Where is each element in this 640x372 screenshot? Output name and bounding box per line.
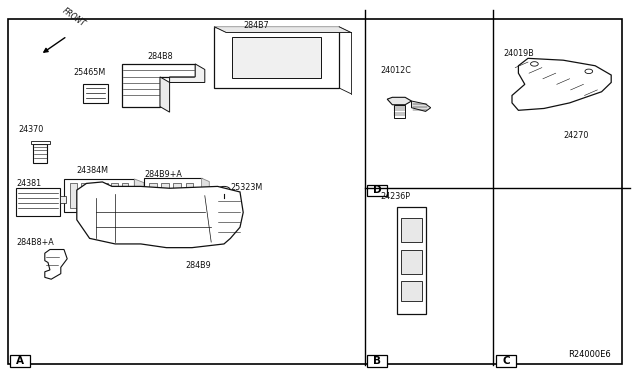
Bar xyxy=(10,355,30,367)
Bar xyxy=(16,188,60,216)
Polygon shape xyxy=(214,27,351,32)
Bar xyxy=(367,355,387,367)
Text: C: C xyxy=(502,356,510,366)
Text: A: A xyxy=(16,356,24,366)
Bar xyxy=(31,141,50,144)
Bar xyxy=(111,183,118,208)
Circle shape xyxy=(218,186,230,194)
Circle shape xyxy=(585,69,593,74)
Text: 25465M: 25465M xyxy=(74,68,106,77)
Text: 284B9+A: 284B9+A xyxy=(144,170,182,179)
Text: FRONT: FRONT xyxy=(61,6,87,29)
Text: 24370: 24370 xyxy=(18,125,43,134)
Bar xyxy=(60,196,66,203)
Bar xyxy=(33,144,47,163)
Polygon shape xyxy=(170,64,205,83)
Polygon shape xyxy=(45,250,67,279)
Text: 24012C: 24012C xyxy=(381,66,412,75)
Polygon shape xyxy=(412,101,431,112)
Bar xyxy=(401,250,422,274)
Bar xyxy=(91,183,97,208)
Bar xyxy=(397,207,426,314)
Bar xyxy=(101,183,108,208)
Polygon shape xyxy=(134,179,144,216)
Text: 284B8: 284B8 xyxy=(147,52,173,61)
Bar xyxy=(144,178,202,211)
Text: 284B9: 284B9 xyxy=(186,261,211,270)
Text: 24019B: 24019B xyxy=(504,49,534,58)
Circle shape xyxy=(531,62,538,66)
Polygon shape xyxy=(202,178,209,214)
Polygon shape xyxy=(122,64,195,107)
Bar xyxy=(122,183,128,208)
Bar xyxy=(232,37,321,78)
Bar xyxy=(496,355,516,367)
Polygon shape xyxy=(77,182,243,248)
Bar xyxy=(81,183,87,208)
Bar xyxy=(394,105,405,118)
Text: D: D xyxy=(372,186,381,195)
Polygon shape xyxy=(160,77,170,112)
Bar xyxy=(70,183,77,208)
Text: 24381: 24381 xyxy=(16,179,41,188)
Bar xyxy=(186,183,193,206)
Bar xyxy=(401,281,422,301)
Bar xyxy=(149,183,157,206)
Text: R24000E6: R24000E6 xyxy=(568,350,611,359)
Text: 24384M: 24384M xyxy=(77,166,109,175)
Text: B: B xyxy=(373,356,381,366)
Bar xyxy=(367,185,387,196)
Bar xyxy=(173,183,181,206)
Bar xyxy=(401,218,422,242)
Bar xyxy=(64,179,134,212)
Bar xyxy=(83,84,108,103)
Bar xyxy=(161,183,169,206)
Bar xyxy=(214,27,339,88)
Text: 24270: 24270 xyxy=(563,131,589,140)
Text: 284B7: 284B7 xyxy=(243,21,269,30)
Text: 25323M: 25323M xyxy=(230,183,262,192)
Text: 24236P: 24236P xyxy=(381,192,411,201)
Polygon shape xyxy=(387,97,412,105)
Text: 284B8+A: 284B8+A xyxy=(16,238,54,247)
Polygon shape xyxy=(512,58,611,110)
